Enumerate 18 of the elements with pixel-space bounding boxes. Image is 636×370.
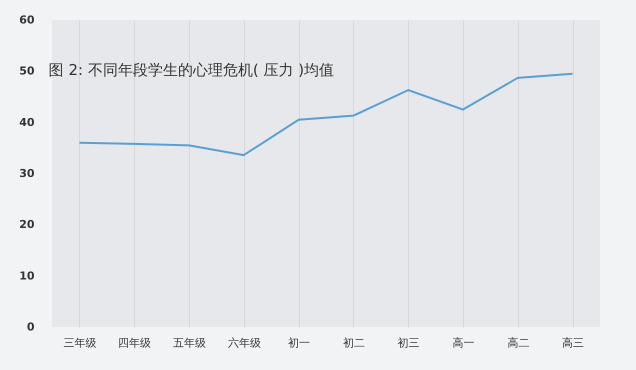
x-tick-label: 五年级 — [173, 336, 206, 350]
x-tick-label: 三年级 — [63, 336, 96, 350]
x-tick-label: 四年级 — [118, 336, 152, 350]
y-tick-label: 10 — [19, 269, 35, 282]
x-tick-label: 初三 — [398, 336, 420, 350]
y-tick-label: 0 — [26, 320, 35, 334]
text: 图 2: 不同年段学生的心理危机( 压力 )均值 — [48, 61, 334, 79]
x-tick-label: 初一 — [288, 336, 310, 350]
y-tick-label: 30 — [19, 167, 35, 180]
x-tick-label: 高二 — [507, 336, 530, 350]
x-tick-label: 初二 — [342, 336, 365, 350]
x-tick-label: 高三 — [562, 336, 584, 350]
y-tick-label: 60 — [19, 14, 35, 26]
y-tick-label: 40 — [19, 116, 35, 129]
y-tick-label: 50 — [19, 64, 35, 78]
x-tick-label: 六年级 — [228, 336, 261, 350]
y-tick-label: 20 — [19, 218, 35, 232]
x-tick-label: 高一 — [452, 336, 474, 350]
